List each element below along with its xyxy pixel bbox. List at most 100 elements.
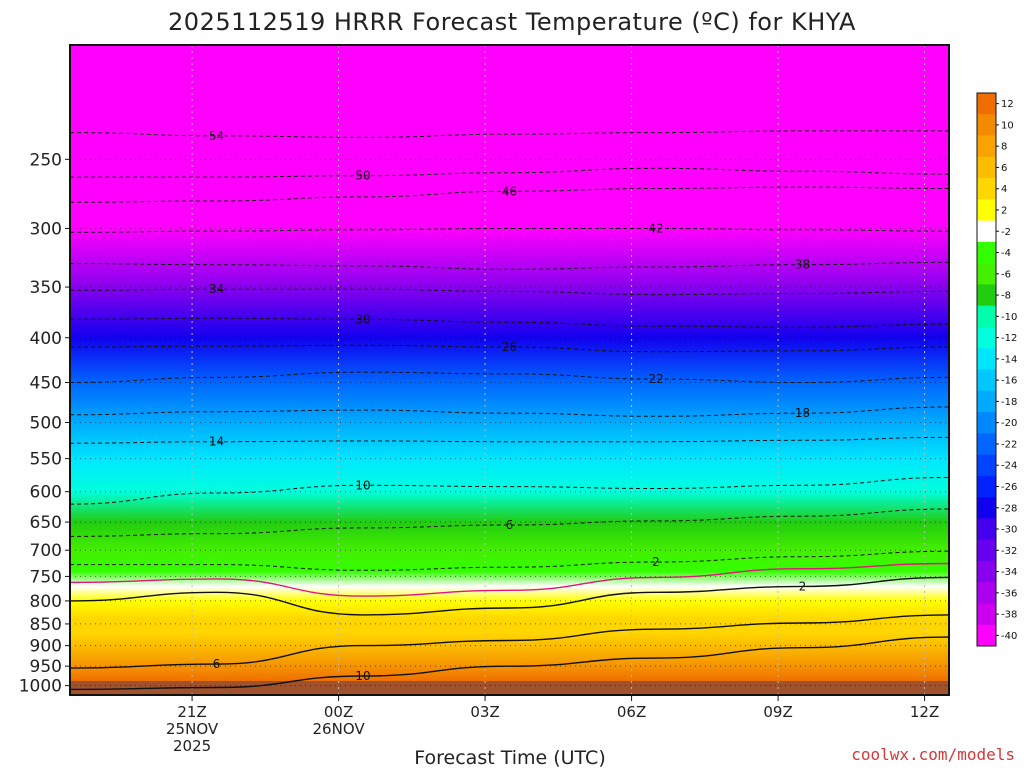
y-tick-label: 650 [30, 513, 62, 533]
colorbar-tick-label: -2 [1001, 227, 1011, 238]
colorbar-swatch [977, 603, 996, 626]
x-tick-label: 12Z [910, 703, 939, 721]
contour-label: 6 [213, 657, 221, 671]
y-tick-label: 500 [30, 413, 62, 433]
colorbar-tick-label: 12 [1001, 99, 1014, 110]
y-tick-label: 600 [30, 483, 62, 503]
y-tick-label: 350 [30, 278, 62, 298]
colorbar-swatch [977, 178, 996, 200]
colorbar-tick-label: -4 [1001, 248, 1011, 259]
contour-label: 34 [209, 282, 224, 296]
x-tick-label: 2025 [173, 737, 211, 755]
colorbar-swatch [977, 326, 996, 349]
contour-label: 30 [355, 312, 370, 326]
contour-label: 18 [795, 406, 810, 420]
contour-label: 46 [502, 184, 517, 198]
contour-label: 42 [648, 222, 663, 236]
y-tick-label: 700 [30, 541, 62, 561]
y-tick-label: 300 [30, 220, 62, 240]
colorbar-tick-label: 6 [1001, 163, 1007, 174]
colorbar-tick-label: -18 [1001, 397, 1017, 408]
contour-line [70, 477, 949, 505]
colorbar-tick-label: -36 [1001, 588, 1017, 599]
grid-lines [70, 45, 949, 695]
colorbar-tick-label: -34 [1001, 567, 1017, 578]
colorbar-swatch [977, 220, 996, 243]
y-tick-label: 1000 [19, 677, 62, 697]
x-tick-label: 25NOV [166, 720, 219, 738]
colorbar-tick-label: 10 [1001, 120, 1014, 131]
colorbar-swatch [977, 433, 996, 455]
colorbar-tick-label: -30 [1001, 525, 1017, 536]
y-axis-ticks: 2503003504004505005506006507007508008509… [19, 150, 70, 697]
colorbar-swatch [977, 518, 996, 540]
x-tick-label: 09Z [763, 703, 792, 721]
y-tick-label: 750 [30, 567, 62, 587]
colorbar-tick-label: -16 [1001, 376, 1017, 387]
contour-label: 6 [506, 518, 514, 532]
colorbar-tick-label: -40 [1001, 631, 1017, 642]
x-tick-label: 00Z [324, 703, 353, 721]
freezing-level-line [70, 562, 949, 597]
colorbar-swatch [977, 348, 996, 370]
colorbar-swatch [977, 497, 996, 519]
colorbar-swatch [977, 582, 996, 604]
colorbar-tick-label: -22 [1001, 439, 1017, 450]
contour-line [70, 576, 949, 616]
contour-label: 10 [355, 669, 370, 683]
y-tick-label: 800 [30, 592, 62, 612]
x-tick-label: 03Z [470, 703, 499, 721]
colorbar-swatch [977, 539, 996, 562]
y-tick-label: 950 [30, 657, 62, 677]
colorbar-tick-label: -12 [1001, 333, 1017, 344]
ground-layer [70, 681, 949, 695]
y-tick-label: 550 [30, 450, 62, 470]
contour-label: 38 [795, 258, 810, 272]
colorbar-swatch [977, 284, 996, 306]
contour-label: 50 [355, 169, 370, 183]
colorbar: 12 10 8 6 4 2 -2 -4 -6 -8 -10 -12 -14 -16 -18 -20 -22 -24… [976, 92, 1017, 647]
contour-line [70, 614, 949, 669]
colorbar-swatch [977, 263, 996, 285]
x-tick-label: 21Z [177, 703, 206, 721]
colorbar-swatch [977, 454, 996, 477]
x-tick-label: 06Z [617, 703, 646, 721]
colorbar-tick-label: -10 [1001, 312, 1017, 323]
colorbar-swatch [977, 241, 996, 264]
colorbar-swatch [977, 560, 996, 583]
contour-label: 22 [648, 372, 663, 386]
colorbar-swatch [977, 305, 996, 328]
colorbar-tick-label: -32 [1001, 546, 1017, 557]
colorbar-tick-label: -20 [1001, 418, 1017, 429]
colorbar-tick-label: -28 [1001, 503, 1017, 514]
credit-link[interactable]: coolwx.com/models [851, 745, 1015, 764]
x-axis-label: Forecast Time (UTC) [414, 747, 605, 768]
colorbar-swatch [977, 390, 996, 413]
plot-frame [69, 44, 950, 696]
temperature-fill [70, 45, 949, 695]
contour-label: 2 [799, 579, 807, 593]
y-tick-label: 400 [30, 329, 62, 349]
colorbar-tick-label: 4 [1001, 184, 1007, 195]
colorbar-tick-label: -14 [1001, 354, 1017, 365]
colorbar-tick-label: -6 [1001, 269, 1011, 280]
contour-line [70, 636, 949, 691]
colorbar-tick-label: -8 [1001, 291, 1011, 302]
colorbar-swatch [977, 135, 996, 158]
y-tick-label: 450 [30, 373, 62, 393]
colorbar-swatch [977, 199, 996, 221]
colorbar-swatch [977, 369, 996, 392]
colorbar-frame [976, 92, 997, 647]
x-tick-label: 26NOV [313, 720, 366, 738]
colorbar-swatch [977, 624, 996, 647]
contour-label: 2 [652, 555, 660, 569]
colorbar-tick-label: 2 [1001, 205, 1007, 216]
colorbar-swatch [977, 114, 996, 136]
contour-label: 10 [355, 478, 370, 492]
y-tick-label: 250 [30, 150, 62, 170]
colorbar-tick-label: -24 [1001, 461, 1017, 472]
